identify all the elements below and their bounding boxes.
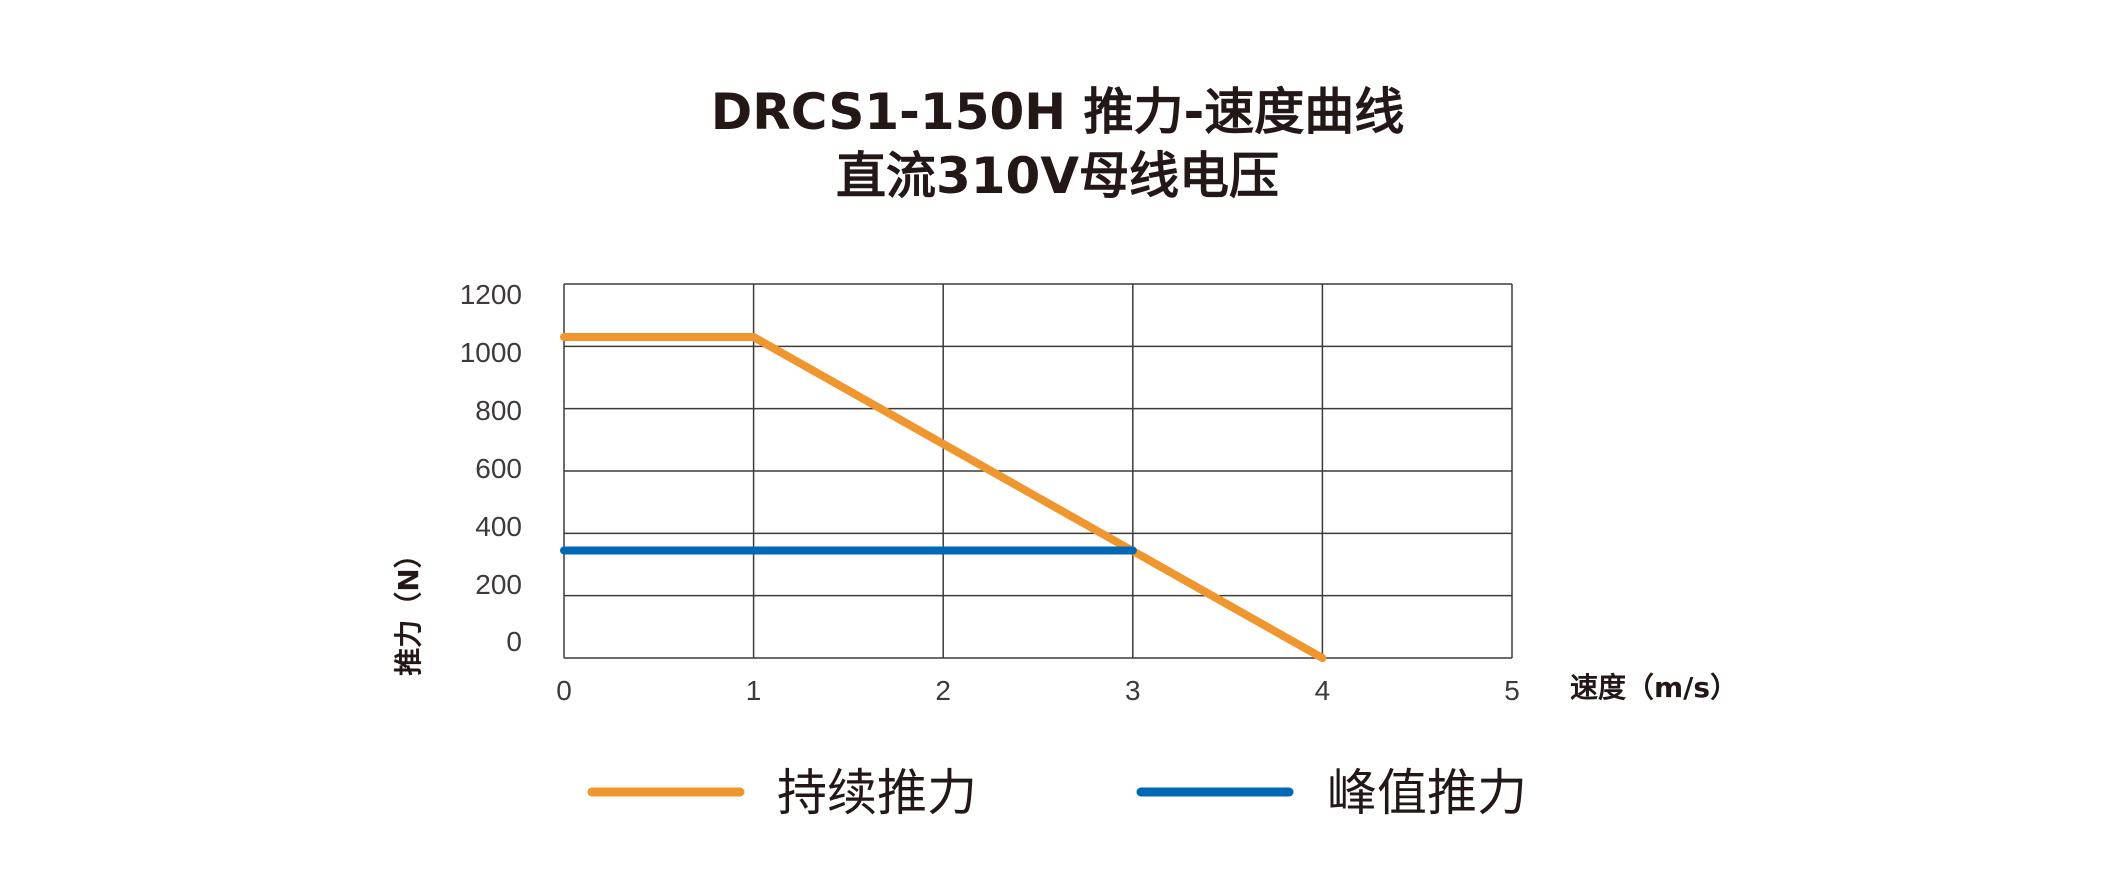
y-axis-ticks: 0 200 400 600 800 1000 1200: [460, 279, 522, 657]
x-tick-label: 4: [1315, 675, 1331, 706]
chart-subtitle: 直流310V母线电压: [835, 147, 1280, 205]
chart-legend: 持续推力 峰值推力: [587, 764, 1527, 822]
y-tick-label: 1200: [460, 279, 522, 310]
y-tick-label: 0: [506, 626, 522, 657]
x-axis-ticks: 0 1 2 3 4 5: [556, 675, 1520, 706]
y-tick-label: 600: [475, 453, 522, 484]
y-tick-label: 400: [475, 511, 522, 542]
legend-label-continuous-force: 持续推力: [777, 764, 977, 822]
x-axis-label: 速度（m/s）: [1570, 671, 1738, 704]
x-tick-label: 5: [1504, 675, 1520, 706]
y-tick-label: 1000: [460, 337, 522, 368]
chart-title: DRCS1-150H 推力-速度曲线: [710, 83, 1405, 141]
y-tick-label: 800: [475, 395, 522, 426]
x-tick-label: 2: [935, 675, 951, 706]
x-tick-label: 1: [746, 675, 762, 706]
series-lines: [560, 332, 1327, 662]
x-tick-label: 3: [1125, 675, 1141, 706]
chart-grid: [563, 283, 1513, 659]
x-tick-label: 0: [556, 675, 572, 706]
y-axis-label: 推力（N）: [392, 540, 425, 675]
legend-label-peak-force: 峰值推力: [1327, 764, 1527, 822]
y-tick-label: 200: [475, 569, 522, 600]
